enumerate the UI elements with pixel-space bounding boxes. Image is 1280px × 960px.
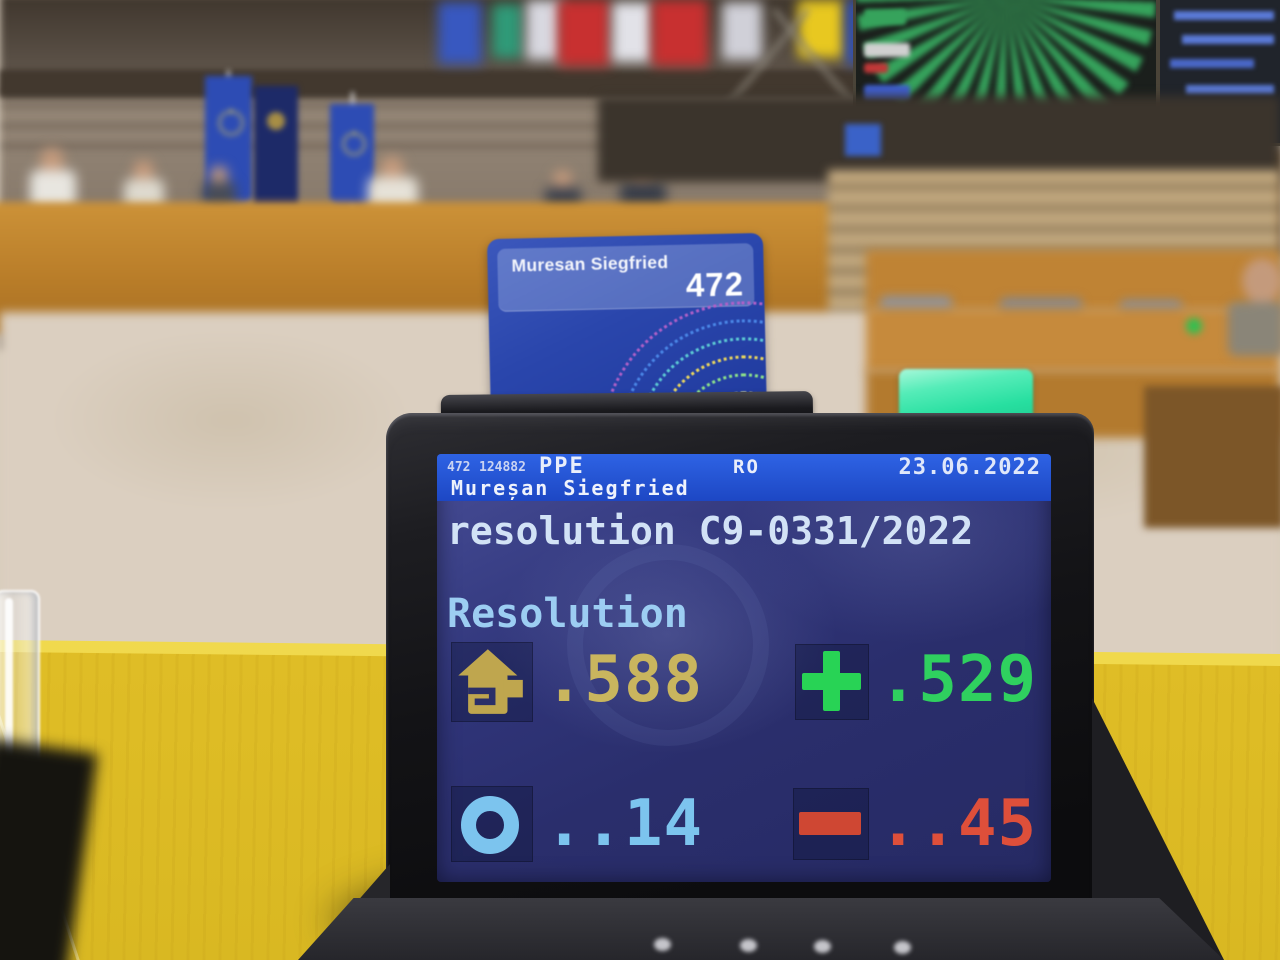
abstain-ring-icon xyxy=(461,796,519,854)
eu-flag xyxy=(330,104,374,206)
legend-pill xyxy=(864,43,910,57)
vote-title: Resolution xyxy=(447,591,688,637)
terminal-base xyxy=(298,898,1224,960)
present-count: .588 xyxy=(544,643,703,717)
for-count: .529 xyxy=(878,643,1037,717)
against-count: ..45 xyxy=(878,787,1037,861)
indicator-dot xyxy=(740,939,757,952)
indicator-dot xyxy=(814,940,831,953)
legend-pill xyxy=(864,63,888,73)
balcony-railing xyxy=(0,70,880,96)
indicator-dot xyxy=(894,941,911,954)
flag-blob xyxy=(612,2,652,62)
flag-blob xyxy=(526,0,562,60)
screen-text-line xyxy=(1186,85,1274,94)
terminal-screen: 472 124882 PPE RO 23.06.2022 Mureșan Sie… xyxy=(437,454,1051,882)
seat-number: 472 xyxy=(447,460,471,475)
card-holder-name: Muresan Siegfried xyxy=(511,252,669,276)
session-date: 23.06.2022 xyxy=(898,455,1041,480)
badge-code: 124882 xyxy=(479,460,526,475)
vote-subject: resolution C9-0331/2022 xyxy=(447,509,974,553)
flag-blob xyxy=(558,0,610,66)
banner-emblem xyxy=(267,112,285,130)
legend-pill xyxy=(864,9,906,25)
green-indicator-light xyxy=(1186,318,1202,334)
acrylic-holder xyxy=(0,590,40,768)
hand-vote-icon xyxy=(458,649,523,714)
flag-blob xyxy=(492,4,522,58)
flag-blob xyxy=(652,0,708,66)
screen-text-line xyxy=(1170,59,1254,68)
indicator-dot xyxy=(654,938,671,951)
member-name: Mureșan Siegfried xyxy=(451,476,690,500)
country-code: RO xyxy=(733,456,760,478)
wall-monitor xyxy=(845,124,881,156)
wood-side-panel xyxy=(1144,386,1280,528)
screen-text-line xyxy=(1174,11,1274,20)
flag-blob xyxy=(722,2,762,60)
plus-icon xyxy=(795,644,867,718)
star-circle xyxy=(218,110,244,136)
flag-blob xyxy=(438,2,482,64)
screen-header: 472 124882 PPE RO 23.06.2022 Mureșan Sie… xyxy=(437,454,1051,501)
card-seat-number: 472 xyxy=(685,265,745,304)
political-group: PPE xyxy=(539,454,585,479)
minus-icon xyxy=(799,812,861,835)
chamber-dark-band xyxy=(598,96,1280,182)
background-person xyxy=(1228,258,1280,358)
screen-text-line xyxy=(1182,35,1274,44)
mep-desk-row xyxy=(866,308,1280,372)
presidency-banner xyxy=(254,86,298,206)
abstain-count: ..14 xyxy=(544,787,703,861)
star-circle xyxy=(342,132,366,156)
